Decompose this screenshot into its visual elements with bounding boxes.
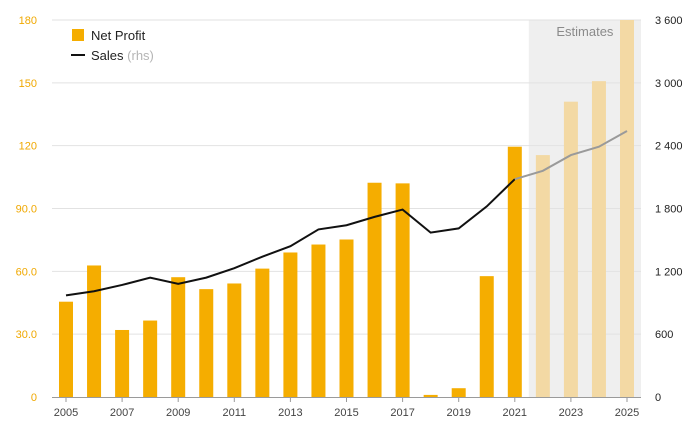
net-profit-bars: [59, 20, 634, 397]
right-tick-label: 3 000: [655, 78, 683, 90]
x-tick-label: 2011: [222, 407, 246, 419]
net-profit-bar-2016: [367, 182, 382, 397]
net-profit-bar-2011: [227, 283, 242, 397]
left-tick-label: 150: [19, 78, 37, 90]
left-axis-ticks: 0 30.0 60.0 90.0 120 150 180: [16, 15, 37, 404]
net-profit-bar-2009: [171, 277, 186, 397]
net-profit-bar-2006: [87, 265, 102, 397]
x-tick-label: 2009: [166, 407, 190, 419]
net-profit-bar-2018: [423, 394, 438, 397]
x-tick-label: 2019: [446, 407, 470, 419]
legend-net-profit-swatch: [72, 29, 84, 41]
right-axis-ticks: 0 600 1 200 1 800 2 400 3 000 3 600: [655, 15, 683, 404]
x-axis-ticks: 2005 2007 2009 2011 2013 2015 2017 2019 2021 2023…: [54, 397, 639, 419]
left-tick-label: 0: [31, 392, 37, 404]
net-profit-bar-2010: [199, 289, 214, 397]
net-profit-bar-2014: [311, 244, 326, 397]
left-tick-label: 90.0: [16, 204, 37, 216]
left-tick-label: 60.0: [16, 266, 37, 278]
legend-sales-rhs: (rhs): [127, 48, 154, 63]
net-profit-bar-2021: [507, 146, 522, 397]
legend-sales-label: Sales (rhs): [91, 48, 154, 63]
net-profit-bar-2019: [451, 388, 466, 397]
net-profit-bar-2012: [255, 268, 270, 397]
net-profit-bar-2017: [395, 183, 410, 397]
estimates-label: Estimates: [556, 24, 614, 39]
right-tick-label: 600: [655, 329, 673, 341]
x-tick-label: 2023: [559, 407, 583, 419]
right-tick-label: 3 600: [655, 15, 683, 27]
left-tick-label: 30.0: [16, 329, 37, 341]
x-tick-label: 2021: [503, 407, 527, 419]
x-tick-label: 2015: [334, 407, 358, 419]
net-profit-bar-2025: [620, 20, 634, 397]
net-profit-bar-2023: [563, 101, 578, 397]
net-profit-bar-2020: [479, 276, 494, 397]
x-tick-label: 2005: [54, 407, 78, 419]
left-tick-label: 180: [19, 15, 37, 27]
sales-line: [65, 130, 628, 297]
net-profit-bar-2015: [339, 239, 354, 397]
net-profit-bar-2007: [115, 329, 130, 397]
legend-net-profit-label: Net Profit: [91, 28, 146, 43]
x-tick-label: 2013: [278, 407, 302, 419]
left-tick-label: 120: [19, 141, 37, 153]
x-tick-label: 2025: [615, 407, 639, 419]
net-profit-bar-2008: [143, 320, 158, 397]
legend-sales-name: Sales: [91, 48, 124, 63]
x-tick-label: 2017: [390, 407, 414, 419]
x-tick-label: 2007: [110, 407, 134, 419]
right-tick-label: 1 200: [655, 266, 683, 278]
legend: Net Profit Sales (rhs): [71, 28, 154, 63]
net-profit-bar-2013: [283, 252, 298, 397]
net-profit-bar-2005: [59, 301, 73, 397]
sales-line-estimate: [514, 130, 628, 181]
net-profit-bar-2022: [535, 155, 550, 397]
right-tick-label: 1 800: [655, 204, 683, 216]
net-profit-bar-2024: [591, 81, 606, 397]
right-tick-label: 2 400: [655, 141, 683, 153]
sales-line-actual: [65, 178, 516, 297]
right-tick-label: 0: [655, 392, 661, 404]
